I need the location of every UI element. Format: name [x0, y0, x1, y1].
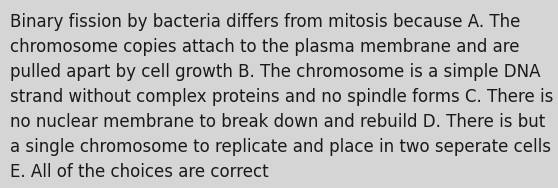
Text: strand without complex proteins and no spindle forms C. There is: strand without complex proteins and no s…	[10, 88, 554, 106]
Text: no nuclear membrane to break down and rebuild D. There is but: no nuclear membrane to break down and re…	[10, 113, 545, 131]
Text: chromosome copies attach to the plasma membrane and are: chromosome copies attach to the plasma m…	[10, 38, 519, 56]
Text: pulled apart by cell growth B. The chromosome is a simple DNA: pulled apart by cell growth B. The chrom…	[10, 63, 541, 81]
Text: E. All of the choices are correct: E. All of the choices are correct	[10, 163, 268, 181]
Text: a single chromosome to replicate and place in two seperate cells: a single chromosome to replicate and pla…	[10, 138, 551, 156]
Text: Binary fission by bacteria differs from mitosis because A. The: Binary fission by bacteria differs from …	[10, 13, 521, 31]
